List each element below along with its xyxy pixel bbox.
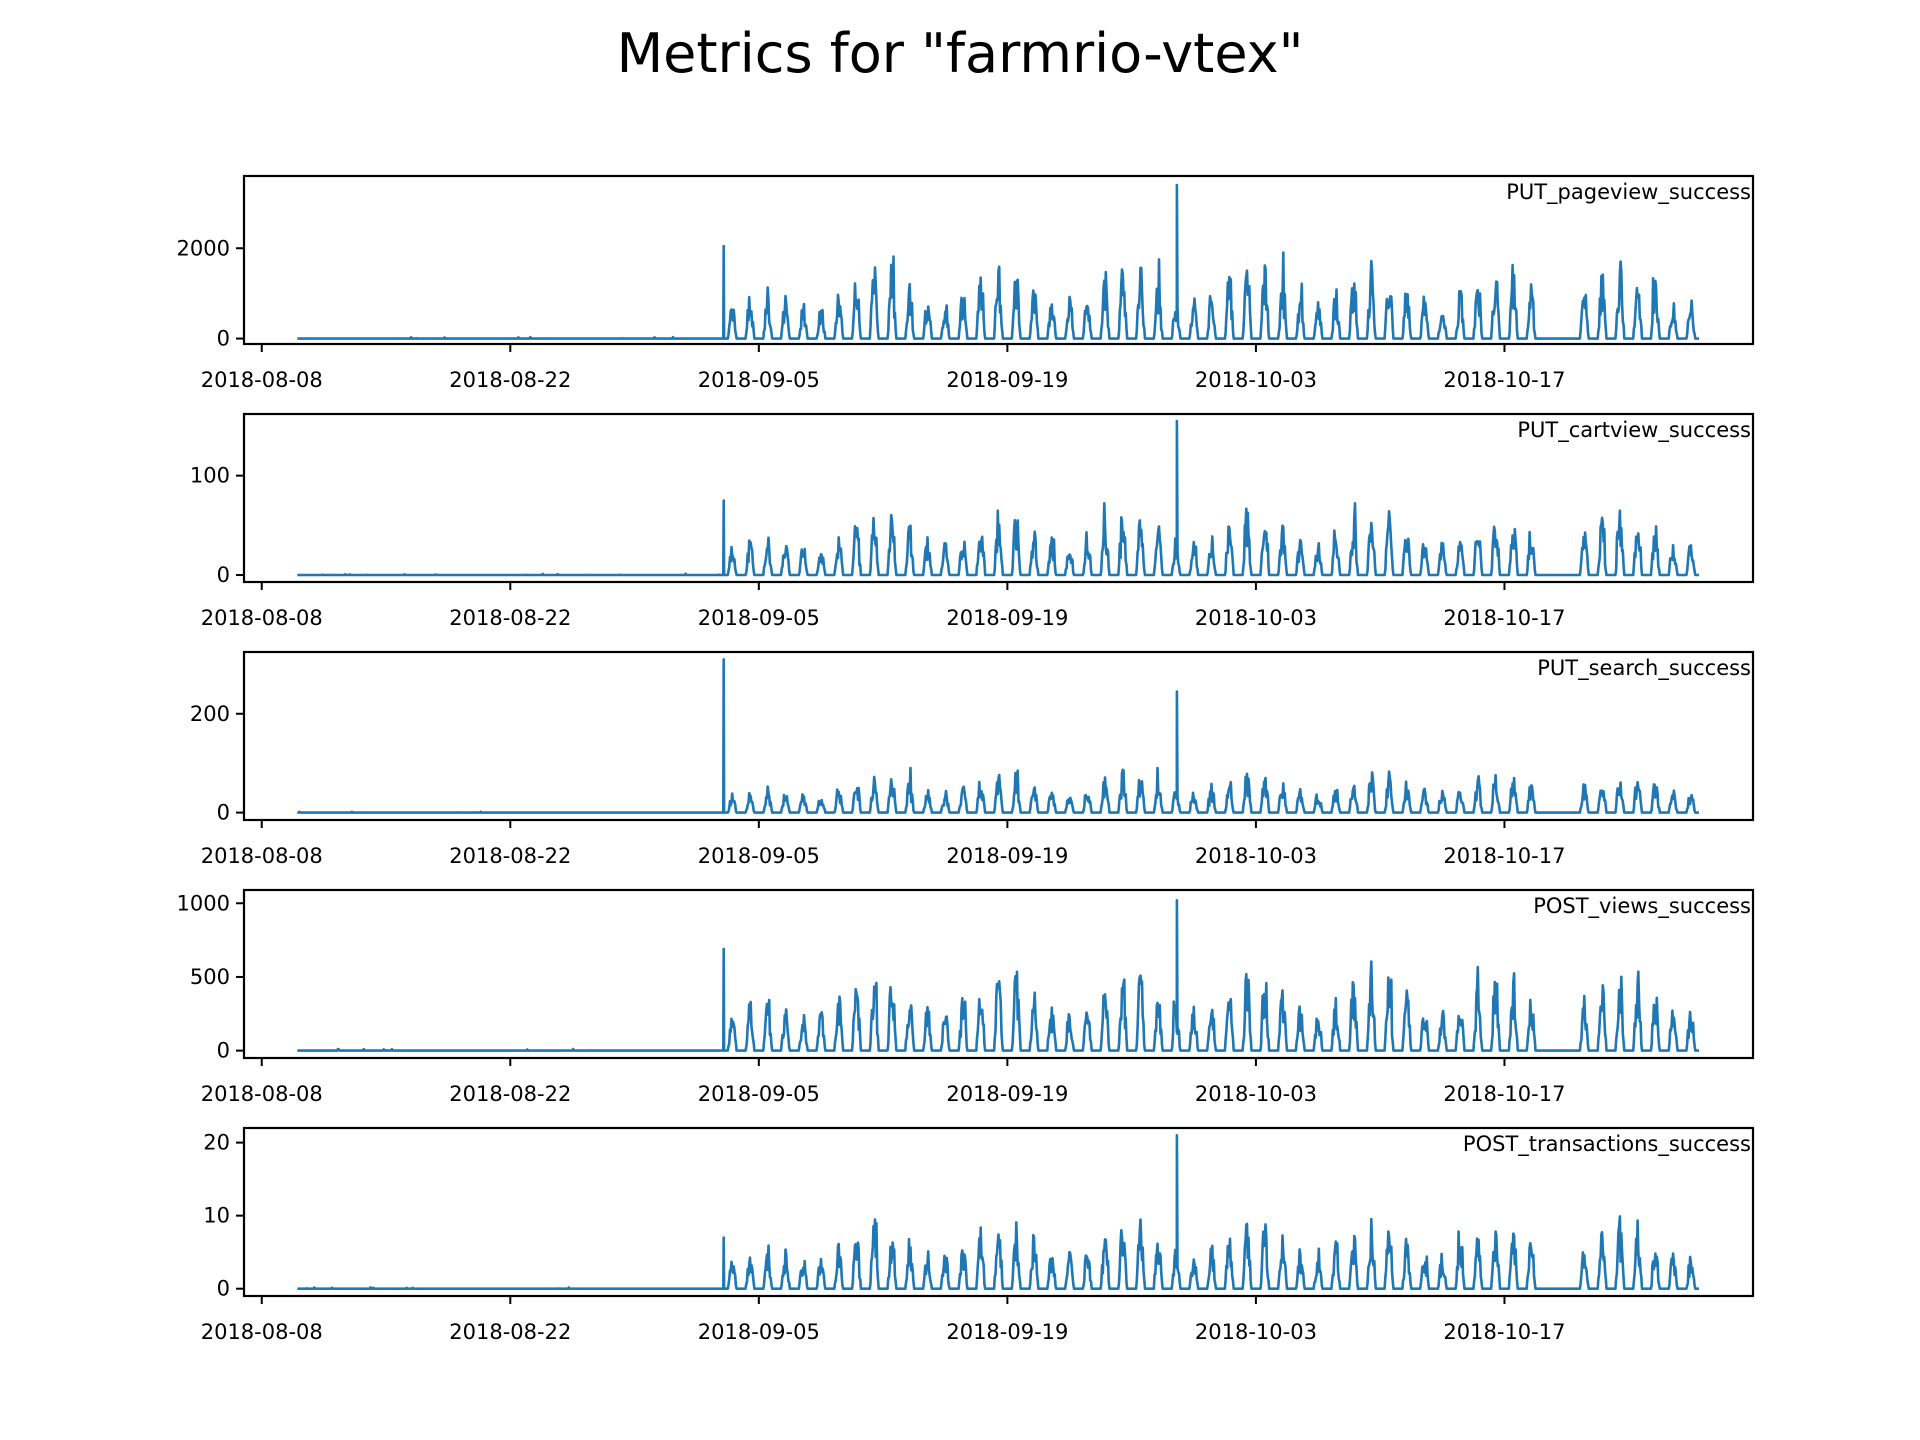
series-line-3 bbox=[296, 658, 1700, 814]
series-line-5 bbox=[296, 1134, 1700, 1290]
x-tick-label: 2018-10-03 bbox=[1195, 1320, 1317, 1344]
series-label: PUT_cartview_success bbox=[1517, 418, 1751, 443]
x-tick-label: 2018-10-17 bbox=[1443, 606, 1565, 630]
page-title: Metrics for "farmrio-vtex" bbox=[616, 22, 1304, 85]
x-tick-label: 2018-10-03 bbox=[1195, 606, 1317, 630]
x-tick-label: 2018-09-19 bbox=[946, 1320, 1068, 1344]
y-tick-label: 0 bbox=[217, 327, 230, 351]
y-tick-label: 100 bbox=[190, 464, 230, 488]
series-line-4 bbox=[296, 899, 1700, 1052]
series-label: POST_views_success bbox=[1533, 894, 1751, 919]
x-tick-label: 2018-08-22 bbox=[449, 1082, 571, 1106]
subplot-5: POST_transactions_success 2018-08-08 2018-… bbox=[201, 1126, 1755, 1344]
y-tick-label: 1000 bbox=[177, 891, 230, 915]
subplot-2: PUT_cartview_success 2018-08-08 2018-08-22… bbox=[190, 412, 1755, 630]
subplot-3: PUT_search_success 2018-08-08 2018-08-22 20… bbox=[190, 650, 1755, 868]
axes-frame-2 bbox=[242, 412, 1755, 584]
axes-frame-1 bbox=[242, 174, 1755, 346]
subplot-1: PUT_pageview_success 2018-08-08 2018-08-22… bbox=[177, 174, 1755, 392]
series-line-2 bbox=[296, 419, 1700, 577]
x-tick-label: 2018-08-08 bbox=[201, 844, 323, 868]
y-tick-label: 200 bbox=[190, 702, 230, 726]
y-tick-label: 2000 bbox=[177, 236, 230, 260]
x-tick-label: 2018-09-05 bbox=[698, 1320, 820, 1344]
x-tick-label: 2018-10-17 bbox=[1443, 368, 1565, 392]
x-tick-label: 2018-08-22 bbox=[449, 1320, 571, 1344]
y-tick-label: 20 bbox=[203, 1131, 230, 1155]
y-tick-label: 500 bbox=[190, 965, 230, 989]
axes-frame-5 bbox=[242, 1126, 1755, 1298]
x-tick-label: 2018-10-17 bbox=[1443, 1320, 1565, 1344]
x-tick-label: 2018-10-03 bbox=[1195, 844, 1317, 868]
x-tick-label: 2018-08-08 bbox=[201, 606, 323, 630]
series-label: PUT_search_success bbox=[1537, 656, 1751, 681]
x-tick-label: 2018-08-08 bbox=[201, 368, 323, 392]
x-tick-label: 2018-09-05 bbox=[698, 606, 820, 630]
y-tick-label: 0 bbox=[217, 1277, 230, 1301]
y-tick-label: 10 bbox=[203, 1204, 230, 1228]
x-tick-label: 2018-08-08 bbox=[201, 1320, 323, 1344]
x-tick-label: 2018-10-17 bbox=[1443, 1082, 1565, 1106]
x-tick-label: 2018-08-22 bbox=[449, 606, 571, 630]
x-tick-label: 2018-08-22 bbox=[449, 844, 571, 868]
x-tick-label: 2018-10-03 bbox=[1195, 368, 1317, 392]
x-tick-label: 2018-09-05 bbox=[698, 1082, 820, 1106]
axes-frame-4 bbox=[242, 888, 1755, 1060]
series-line-1 bbox=[296, 183, 1700, 340]
x-tick-label: 2018-09-19 bbox=[946, 606, 1068, 630]
x-tick-label: 2018-10-17 bbox=[1443, 844, 1565, 868]
x-tick-label: 2018-08-22 bbox=[449, 368, 571, 392]
subplot-4: POST_views_success 2018-08-08 2018-08-22 20… bbox=[177, 888, 1755, 1106]
x-tick-label: 2018-09-19 bbox=[946, 844, 1068, 868]
x-tick-label: 2018-09-19 bbox=[946, 368, 1068, 392]
series-label: PUT_pageview_success bbox=[1506, 180, 1751, 205]
x-tick-label: 2018-09-05 bbox=[698, 368, 820, 392]
y-tick-label: 0 bbox=[217, 801, 230, 825]
axes-frame-3 bbox=[242, 650, 1755, 822]
y-tick-label: 0 bbox=[217, 1039, 230, 1063]
x-tick-label: 2018-09-19 bbox=[946, 1082, 1068, 1106]
x-tick-label: 2018-09-05 bbox=[698, 844, 820, 868]
y-tick-label: 0 bbox=[217, 563, 230, 587]
x-tick-label: 2018-10-03 bbox=[1195, 1082, 1317, 1106]
x-tick-label: 2018-08-08 bbox=[201, 1082, 323, 1106]
series-label: POST_transactions_success bbox=[1463, 1132, 1751, 1157]
